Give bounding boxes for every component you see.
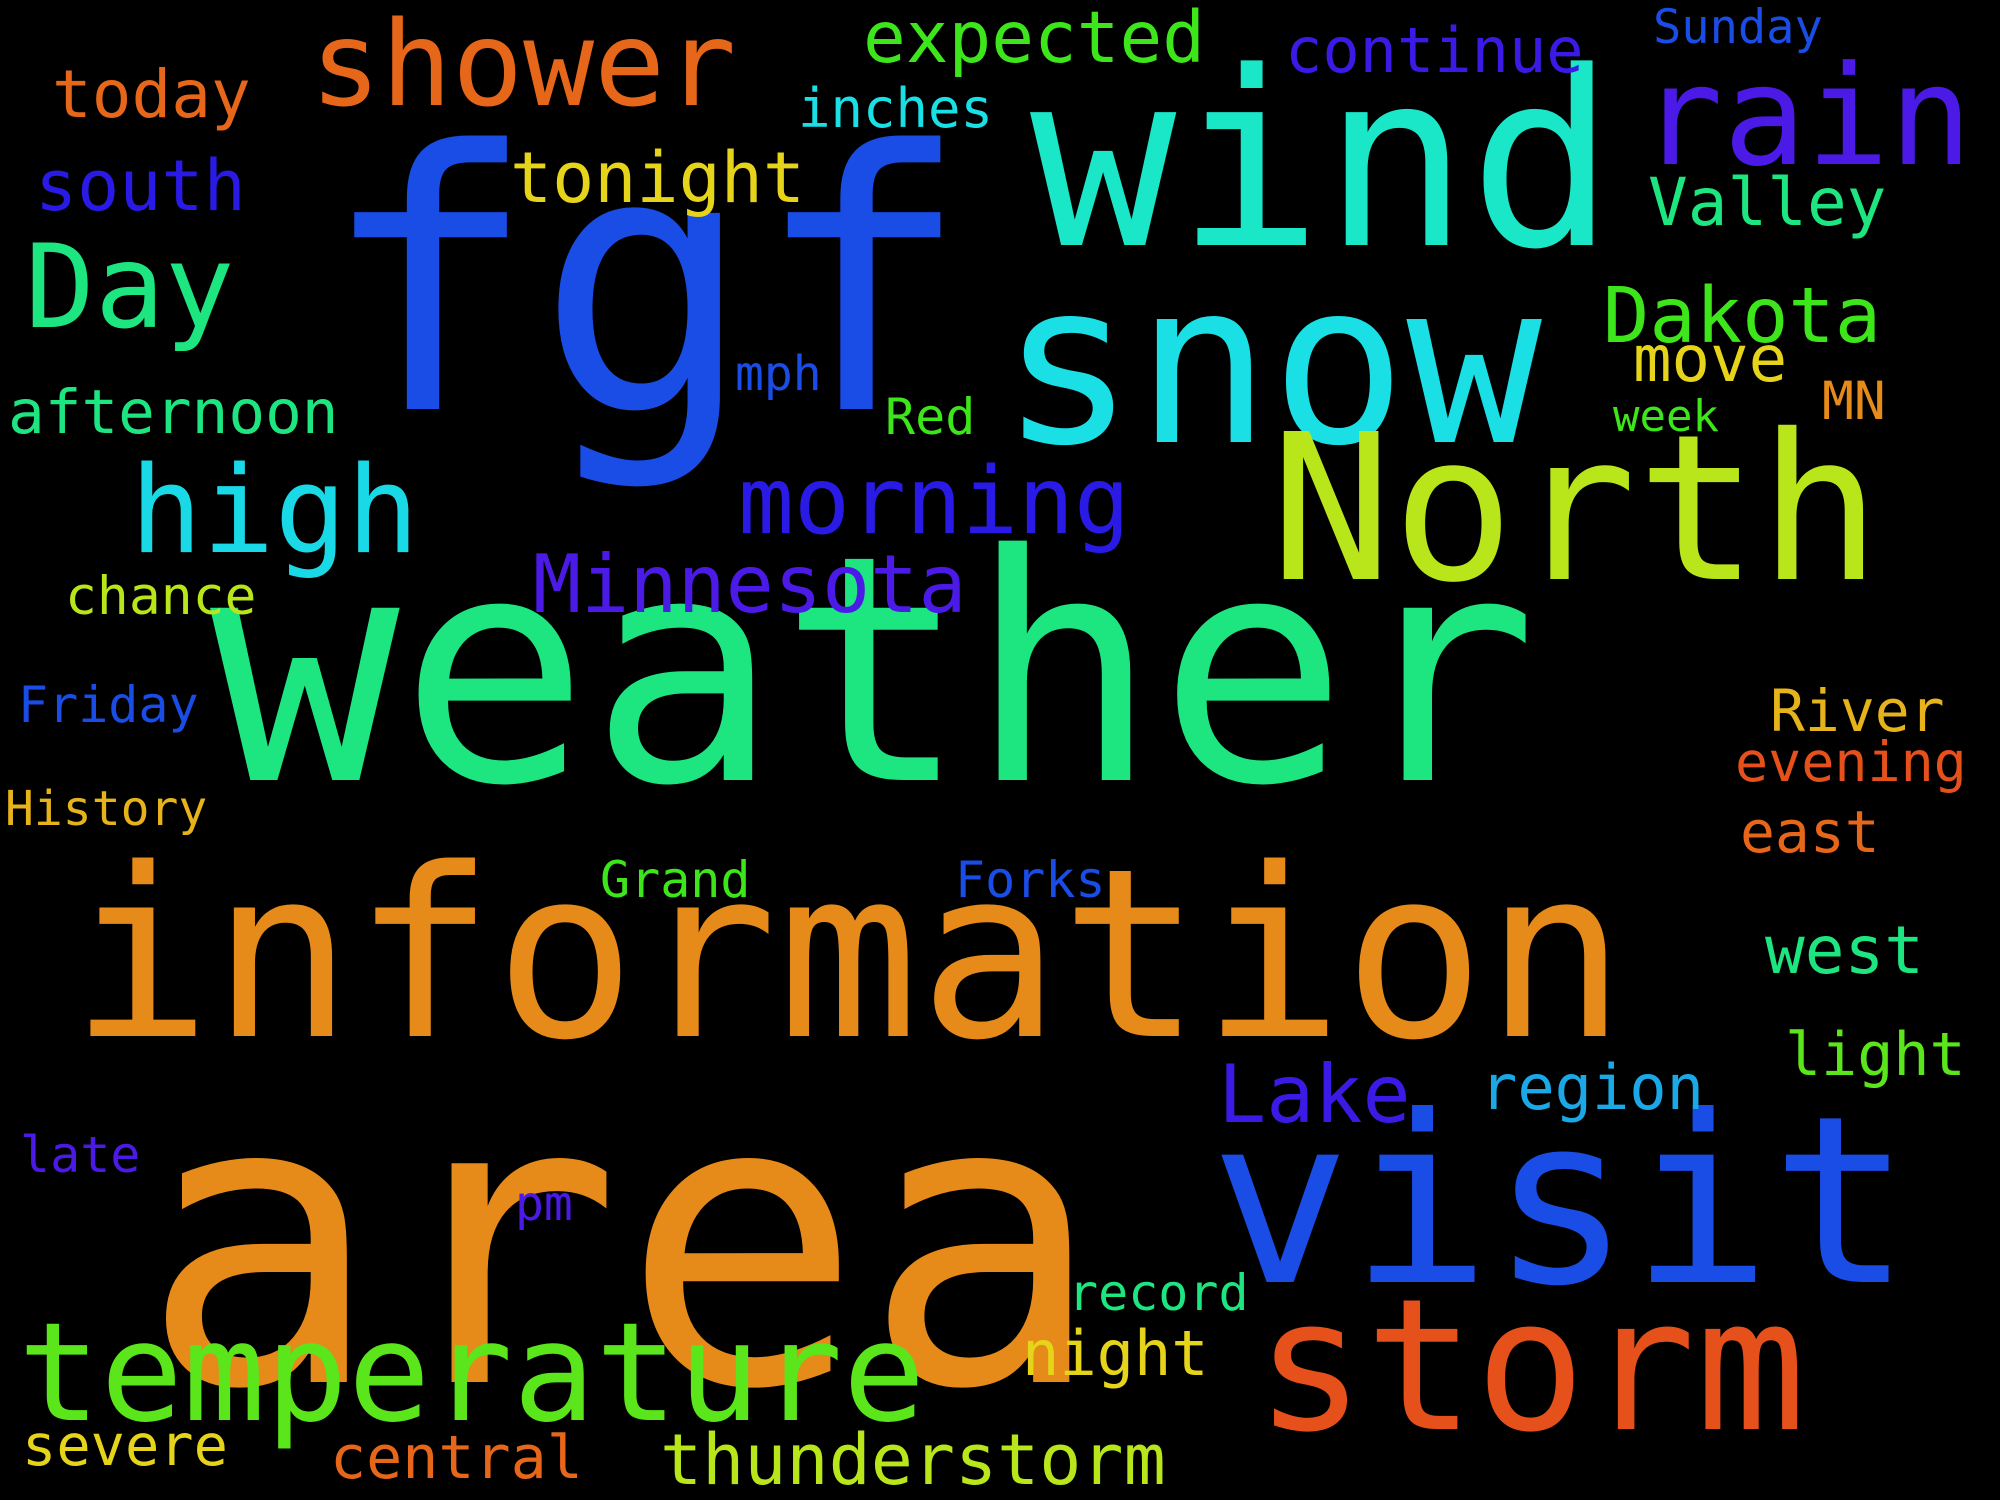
word-continue: continue	[1285, 14, 1584, 87]
word-week: week	[1613, 391, 1719, 442]
word-forks: Forks	[955, 851, 1106, 909]
word-east: east	[1740, 798, 1880, 866]
word-high: high	[130, 442, 419, 581]
word-morning: morning	[738, 447, 1130, 555]
word-river: River	[1770, 677, 1945, 745]
word-day: Day	[25, 220, 235, 355]
word-shower: shower	[310, 0, 737, 133]
word-visit: visit	[1210, 1066, 1912, 1337]
word-grand: Grand	[600, 851, 751, 909]
word-area: area	[140, 1012, 1104, 1477]
word-night: night	[1022, 1317, 1209, 1390]
word-fgf: fgf	[320, 75, 971, 494]
word-expected: expected	[863, 0, 1205, 79]
word-thunderstorm: thunderstorm	[660, 1419, 1166, 1500]
word-central: central	[330, 1423, 583, 1493]
word-valley: Valley	[1648, 164, 1887, 241]
word-tonight: tonight	[510, 137, 806, 219]
word-chance: chance	[65, 566, 257, 627]
word-minnesota: Minnesota	[533, 538, 967, 631]
word-region: region	[1480, 1051, 1704, 1124]
word-red: Red	[885, 388, 976, 446]
word-information: information	[70, 819, 1627, 1092]
word-north: North	[1270, 391, 1882, 627]
word-dakota: Dakota	[1603, 272, 1882, 361]
word-evening: evening	[1735, 730, 1967, 794]
word-wind: wind	[1030, 20, 1616, 303]
word-record: record	[1068, 1264, 1249, 1322]
word-afternoon: afternoon	[8, 377, 339, 448]
word-south: south	[35, 145, 246, 227]
word-severe: severe	[22, 1413, 228, 1479]
word-mph: mph	[735, 346, 822, 402]
word-light: light	[1785, 1020, 1966, 1090]
word-history: History	[5, 781, 208, 837]
word-late: late	[20, 1126, 141, 1184]
word-snow: snow	[1000, 234, 1542, 496]
word-sunday: Sunday	[1653, 0, 1823, 55]
word-inches: inches	[798, 77, 994, 140]
word-pm: pm	[515, 1176, 573, 1232]
word-storm: storm	[1255, 1260, 1806, 1473]
word-move: move	[1633, 323, 1788, 397]
word-temperature: temperature	[18, 1294, 926, 1453]
word-friday: Friday	[18, 676, 199, 734]
word-lake: Lake	[1218, 1048, 1411, 1141]
word-mn: MN	[1822, 371, 1886, 432]
word-weather: weather	[210, 489, 1538, 855]
word-rain: rain	[1640, 36, 1973, 197]
word-today: today	[52, 56, 251, 133]
word-west: west	[1765, 912, 1924, 989]
